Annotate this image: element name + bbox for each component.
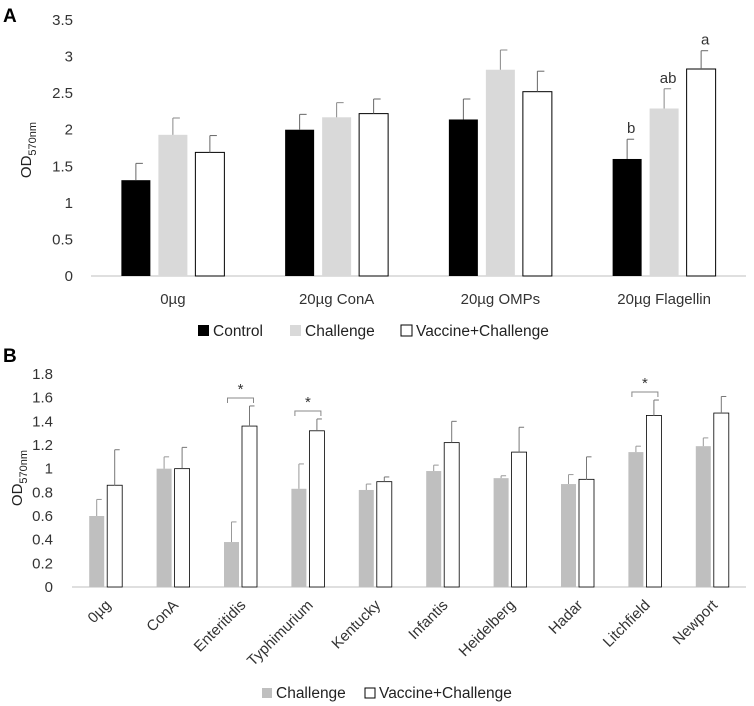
significance-bracket-enteritidis: [227, 397, 254, 403]
significance-star-enteritidis: *: [238, 381, 244, 398]
bar-vaccine-challenge-20ug-omps: [522, 91, 553, 277]
bar-challenge-heidelberg: [493, 478, 509, 587]
panel-b-chart: B OD570nm 00.20.40.60.811.21.41.61.8 ***…: [3, 346, 746, 702]
y-tick-label: 0.5: [52, 231, 73, 248]
panel-b-y-ticks: 0 0.2 0.4 0.6 0.8 1 1.2 1.4 1.6 1.8: [32, 366, 53, 596]
bar-vaccine-challenge-heidelberg: [511, 451, 528, 588]
category-label-cona: ConA: [143, 597, 182, 636]
bar-challenge-kentucky: [358, 489, 374, 587]
category-label-20ug-omps: 20µg OMPs: [461, 291, 541, 308]
legend-swatch-vaccine-challenge: [400, 324, 413, 337]
panel-a-category-labels: 0µg 20µg ConA 20µg OMPs 20µg Flagellin: [160, 291, 711, 308]
y-tick-label: 1: [45, 461, 53, 478]
legend-swatch-challenge: [262, 688, 272, 698]
bar-vaccine-challenge-cona: [174, 468, 191, 588]
panel-a-legend: Control Challenge Vaccine+Challenge: [198, 323, 549, 340]
significance-letter: ab: [660, 70, 677, 87]
y-tick-label: 0: [45, 579, 53, 596]
bar-challenge-litchfield: [628, 452, 644, 587]
bar-vaccine-challenge-20ug-cona: [358, 113, 389, 277]
y-tick-label: 3: [65, 49, 73, 66]
significance-bracket-typhimurium: [294, 410, 322, 416]
category-label-enteritidis: Enteritidis: [191, 597, 250, 656]
bar-challenge-0ug: [89, 516, 105, 587]
y-tick-label: 1: [65, 195, 73, 212]
bar-challenge-20ug-cona: [322, 117, 352, 276]
y-tick-label: 0.2: [32, 555, 53, 572]
y-tick-label: 1.8: [32, 366, 53, 383]
legend-label-control: Control: [213, 323, 263, 340]
bar-vaccine-challenge-kentucky: [376, 481, 393, 588]
panel-a-bars: b ab a: [91, 32, 746, 277]
y-tick-label: 2.5: [52, 85, 73, 102]
panel-b-y-axis-label: OD570nm: [9, 450, 30, 506]
bar-control-20ug-flagellin: [612, 158, 642, 276]
category-label-typhimurium: Typhimurium: [244, 597, 317, 670]
y-tick-label: 1.5: [52, 158, 73, 175]
bar-challenge-typhimurium: [291, 488, 307, 587]
bar-challenge-cona: [156, 468, 172, 587]
legend-swatch-vaccine-challenge: [364, 687, 376, 699]
bar-challenge-0ug: [158, 134, 188, 276]
bar-control-20ug-cona: [285, 129, 315, 276]
legend-label-challenge: Challenge: [305, 323, 375, 340]
category-label-heidelberg: Heidelberg: [456, 597, 519, 660]
significance-letter: b: [627, 120, 635, 137]
panel-a-y-ticks: 0 0.5 1 1.5 2 2.5 3 3.5: [52, 12, 73, 285]
y-tick-label: 3.5: [52, 12, 73, 29]
panel-a-chart: A OD570nm 0 0.5 1 1.5 2 2.5 3 3.5 b ab a 0µg 20µg …: [3, 6, 746, 340]
category-label-kentucky: Kentucky: [328, 596, 384, 652]
category-label-hadar: Hadar: [545, 597, 586, 638]
y-tick-label: 1.6: [32, 390, 53, 407]
significance-bracket-litchfield: [631, 391, 659, 398]
category-label-20ug-flagellin: 20µg Flagellin: [617, 291, 711, 308]
panel-b-letter: B: [3, 346, 17, 367]
category-label-20ug-cona: 20µg ConA: [299, 291, 374, 308]
bar-challenge-20ug-flagellin: [649, 108, 679, 276]
legend-label-vaccine-challenge: Vaccine+Challenge: [379, 685, 512, 702]
bar-control-20ug-omps: [448, 119, 478, 276]
bar-control-0ug: [121, 180, 151, 276]
category-label-infantis: Infantis: [405, 597, 451, 643]
bar-challenge-enteritidis: [224, 542, 239, 587]
bar-challenge-infantis: [426, 471, 442, 587]
bar-vaccine-challenge-20ug-flagellin: [686, 68, 717, 277]
significance-star-typhimurium: *: [305, 394, 311, 411]
bar-vaccine-challenge-litchfield: [646, 415, 662, 588]
bar-vaccine-challenge-hadar: [578, 478, 595, 588]
bar-vaccine-challenge-0ug: [194, 151, 225, 277]
bar-vaccine-challenge-typhimurium: [308, 430, 325, 588]
y-tick-label: 2: [65, 122, 73, 139]
y-tick-label: 0.8: [32, 484, 53, 501]
y-tick-label: 0.4: [32, 532, 53, 549]
bar-vaccine-challenge-newport: [713, 412, 730, 588]
bar-challenge-20ug-omps: [485, 69, 515, 276]
bar-vaccine-challenge-infantis: [443, 442, 460, 588]
legend-label-challenge: Challenge: [276, 685, 346, 702]
y-tick-label: 1.4: [32, 413, 53, 430]
panel-a-letter: A: [3, 6, 17, 27]
significance-letter: a: [701, 32, 710, 49]
legend-swatch-challenge: [290, 325, 301, 336]
bar-challenge-newport: [695, 446, 711, 587]
category-label-0ug: 0µg: [85, 597, 115, 627]
significance-star-litchfield: *: [642, 375, 648, 392]
panel-b-bars: * * *: [72, 375, 746, 588]
bar-vaccine-challenge-enteritidis: [241, 425, 258, 588]
bar-vaccine-challenge-0ug: [106, 484, 123, 588]
legend-label-vaccine-challenge: Vaccine+Challenge: [416, 323, 549, 340]
y-tick-label: 0: [65, 268, 73, 285]
panel-a-y-axis-label: OD570nm: [18, 122, 39, 178]
category-label-newport: Newport: [670, 596, 722, 648]
category-label-0ug: 0µg: [160, 291, 185, 308]
panel-b-legend: Challenge Vaccine+Challenge: [262, 685, 512, 702]
category-label-litchfield: Litchfield: [600, 597, 654, 651]
y-tick-label: 1.2: [32, 437, 53, 454]
legend-swatch-control: [198, 325, 209, 336]
bar-challenge-hadar: [561, 484, 576, 587]
y-tick-label: 0.6: [32, 508, 53, 525]
